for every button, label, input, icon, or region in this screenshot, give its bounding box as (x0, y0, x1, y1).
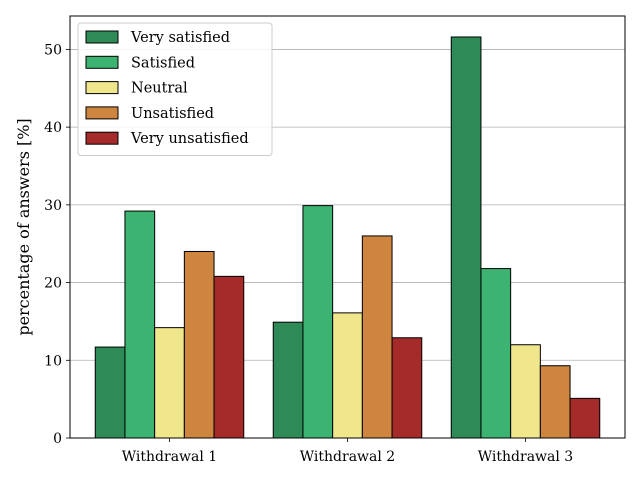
x-ticks: Withdrawal 1 Withdrawal 2 Withdrawal 3 (122, 438, 573, 465)
y-ticks: 0 10 20 30 40 50 (44, 42, 70, 447)
y-axis-title: percentage of answers [%] (14, 118, 33, 335)
bar (510, 344, 541, 439)
bar (124, 210, 156, 439)
y-tick-label: 40 (44, 120, 62, 136)
x-tick-label: Withdrawal 1 (122, 449, 217, 465)
y-tick-label: 20 (44, 276, 62, 292)
bar (272, 321, 304, 439)
bar (480, 268, 512, 439)
bars (94, 36, 601, 439)
bar (361, 235, 393, 439)
legend-swatch (85, 106, 119, 120)
bar (154, 327, 185, 439)
legend-swatch (85, 55, 119, 69)
y-tick-label: 30 (44, 198, 62, 214)
bar (94, 346, 126, 439)
legend-label: Unsatisfied (131, 106, 214, 122)
bar (302, 205, 334, 439)
y-tick-label: 0 (53, 431, 62, 447)
bar (183, 250, 215, 439)
legend-swatch (85, 30, 119, 44)
legend-label: Neutral (131, 81, 188, 97)
y-tick-label: 10 (44, 353, 62, 369)
x-tick-label: Withdrawal 3 (478, 449, 573, 465)
y-tick-label: 50 (44, 42, 62, 58)
bar (213, 275, 245, 439)
bar (450, 36, 482, 439)
legend-label: Very satisfied (130, 30, 230, 46)
bar (569, 397, 601, 439)
legend-label: Very unsatisfied (130, 131, 249, 147)
bar (332, 312, 363, 439)
legend-swatch (85, 131, 119, 145)
bar (539, 365, 571, 439)
legend: Very satisfied Satisfied Neutral Unsatisfie… (77, 22, 273, 156)
x-tick-label: Withdrawal 2 (300, 449, 395, 465)
bar (391, 337, 423, 439)
legend-swatch (85, 81, 119, 95)
legend-label: Satisfied (131, 55, 195, 71)
legend-box (77, 22, 273, 156)
